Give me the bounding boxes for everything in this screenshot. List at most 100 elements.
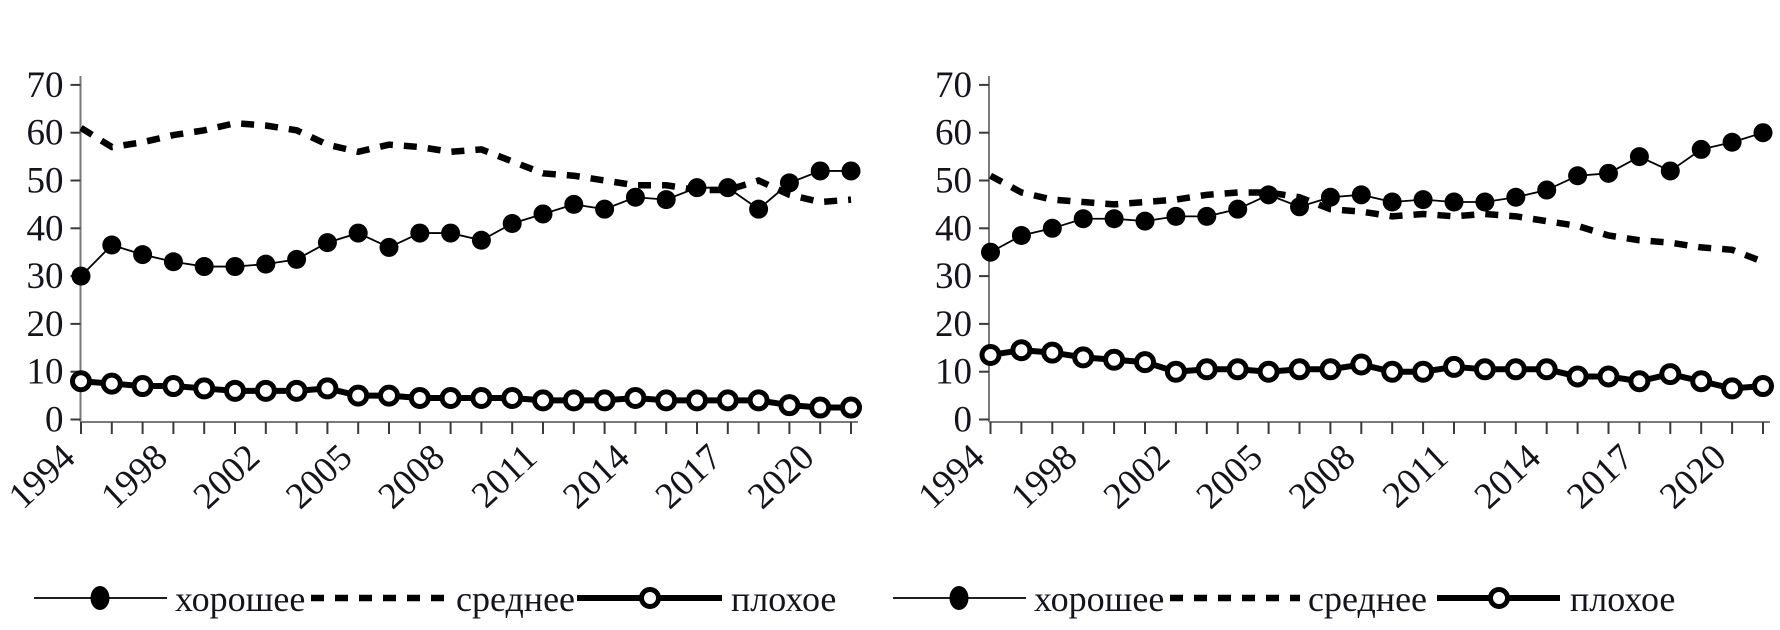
data-point-marker — [1752, 375, 1774, 398]
x-tick-label: 1998 — [1003, 437, 1085, 517]
data-point-marker — [841, 161, 861, 181]
y-tick-label: 20 — [935, 304, 972, 345]
data-point-marker — [378, 384, 400, 407]
series-line-1 — [988, 172, 1765, 265]
data-point-marker — [317, 233, 337, 253]
data-point-marker — [1475, 192, 1495, 212]
data-point-marker — [1568, 166, 1588, 186]
data-point-marker — [1691, 139, 1711, 159]
right-chart-series — [979, 123, 1774, 400]
data-point-marker — [285, 379, 308, 402]
data-point-marker — [595, 199, 615, 219]
x-tick-label: 1998 — [93, 437, 175, 517]
data-point-marker — [1257, 360, 1280, 383]
left-chart-legend: хорошее среднее плохое — [34, 579, 836, 619]
data-point-marker — [1259, 185, 1279, 205]
legend-item-srednee: среднее — [1170, 579, 1427, 619]
legend-item-srednee: среднее — [311, 579, 575, 619]
data-point-marker — [1566, 365, 1589, 388]
data-point-marker — [102, 235, 122, 255]
y-tick-label: 60 — [27, 113, 64, 154]
data-point-marker — [1164, 360, 1187, 383]
data-point-marker — [502, 214, 522, 234]
data-point-marker — [256, 254, 276, 274]
data-point-marker — [131, 375, 154, 398]
data-point-marker — [1413, 190, 1433, 210]
data-point-marker — [470, 386, 493, 409]
data-point-marker — [316, 377, 339, 400]
y-tick-label: 50 — [27, 161, 64, 202]
data-point-marker — [686, 389, 708, 412]
data-point-marker — [70, 370, 92, 393]
y-tick-label: 60 — [935, 113, 972, 154]
data-point-marker — [224, 379, 246, 402]
data-point-marker — [408, 386, 431, 409]
data-point-marker — [1166, 206, 1186, 226]
data-point-marker — [1504, 358, 1527, 381]
y-tick-label: 30 — [935, 256, 972, 297]
data-point-marker — [656, 190, 676, 210]
data-point-marker — [1381, 360, 1404, 383]
series-line-0 — [990, 131, 1764, 253]
legend-item-plokhoe: плохое — [1437, 579, 1675, 619]
data-point-marker — [1659, 363, 1682, 386]
data-point-marker — [749, 199, 769, 219]
data-point-marker — [1290, 197, 1309, 217]
data-point-marker — [379, 237, 399, 257]
y-tick-label: 50 — [935, 161, 972, 202]
x-tick-label: 2011 — [1375, 437, 1456, 517]
x-tick-label: 2002 — [1096, 437, 1178, 517]
legend-label-khoroshee: хорошее — [1034, 579, 1164, 619]
data-point-marker — [225, 257, 245, 277]
data-point-marker — [778, 394, 801, 417]
legend-label-khoroshee: хорошее — [175, 579, 305, 619]
filled-circle-marker-icon — [949, 586, 969, 610]
y-tick-label: 20 — [27, 304, 64, 345]
x-tick-label: 2002 — [186, 437, 268, 517]
legend-label-srednee: среднее — [1308, 579, 1427, 619]
data-point-marker — [1288, 358, 1311, 381]
x-tick-label: 2008 — [1281, 437, 1363, 517]
data-point-marker — [1042, 218, 1062, 238]
legend-label-plokhoe: плохое — [731, 579, 836, 619]
x-tick-label: 1994 — [1, 437, 83, 517]
x-tick-label: 2005 — [278, 437, 360, 517]
data-point-marker — [1660, 161, 1680, 181]
data-point-marker — [1722, 132, 1742, 152]
data-point-marker — [1597, 365, 1620, 388]
open-circle-marker-icon — [1488, 587, 1510, 609]
data-point-marker — [1443, 355, 1465, 378]
data-point-marker — [1041, 341, 1064, 364]
data-point-marker — [809, 396, 832, 419]
data-point-marker — [1690, 370, 1713, 393]
data-point-marker — [471, 230, 491, 250]
y-tick-label: 10 — [935, 352, 972, 393]
data-point-marker — [1104, 209, 1124, 229]
data-point-marker — [779, 173, 799, 193]
data-point-marker — [71, 266, 91, 286]
data-point-marker — [1350, 353, 1373, 376]
data-point-marker — [1134, 351, 1156, 374]
data-point-marker — [1628, 370, 1651, 393]
data-point-marker — [162, 375, 185, 398]
legend-label-plokhoe: плохое — [1570, 579, 1675, 619]
y-tick-label: 30 — [27, 256, 64, 297]
data-point-marker — [347, 384, 370, 407]
filled-circle-marker-icon — [90, 586, 110, 610]
y-tick-label: 0 — [954, 400, 973, 441]
data-point-marker — [1412, 360, 1435, 383]
legend-label-srednee: среднее — [456, 579, 575, 619]
data-point-marker — [564, 194, 584, 214]
y-tick-label: 0 — [45, 400, 64, 441]
data-point-marker — [1103, 348, 1126, 371]
legend-item-plokhoe: плохое — [577, 579, 836, 619]
data-point-marker — [718, 178, 738, 198]
data-point-marker — [1535, 358, 1558, 381]
legend-item-khoroshee: хорошее — [893, 579, 1164, 619]
data-point-marker — [193, 377, 216, 400]
data-point-marker — [533, 204, 553, 224]
data-point-marker — [1135, 211, 1155, 231]
data-point-marker — [1320, 187, 1340, 207]
